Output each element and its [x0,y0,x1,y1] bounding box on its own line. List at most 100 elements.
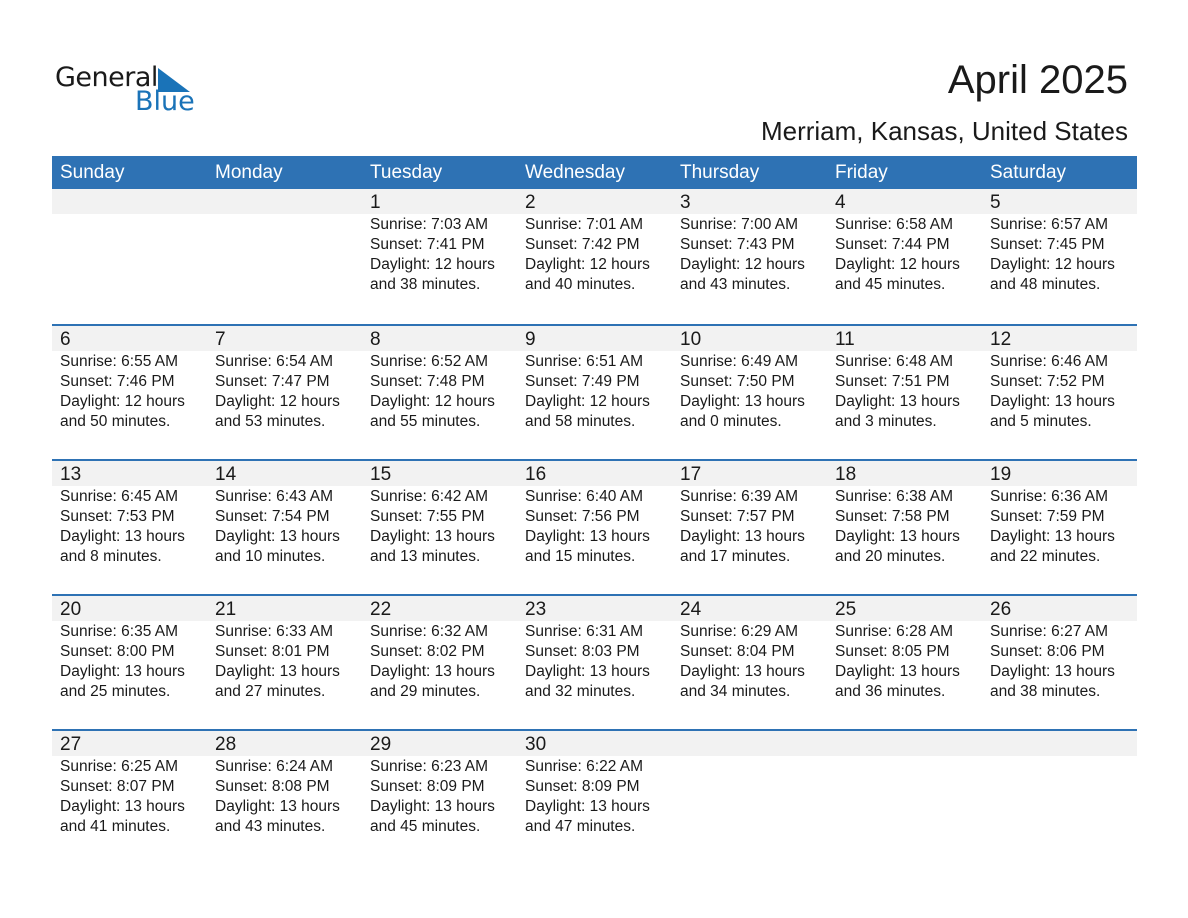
weekday-saturday: Saturday [990,162,1067,183]
empty-day-cell [207,189,362,324]
daylight-hours: Daylight: 13 hours [370,528,495,545]
sunrise-time: Sunrise: 6:38 AM [835,488,954,505]
sunrise-time: Sunrise: 7:03 AM [370,216,489,233]
day-cell: 16 Sunrise: 6:40 AM Sunset: 7:56 PM Dayl… [517,461,672,594]
sunrise-time: Sunrise: 6:45 AM [60,488,179,505]
week-row: 13 Sunrise: 6:45 AM Sunset: 7:53 PM Dayl… [52,459,1137,594]
daylight-hours: Daylight: 13 hours [525,798,650,815]
daylight-hours: Daylight: 13 hours [370,663,495,680]
daylight-minutes: and 22 minutes. [990,548,1101,565]
sunrise-time: Sunrise: 6:40 AM [525,488,644,505]
day-number: 14 [215,464,237,485]
day-cell: 1 Sunrise: 7:03 AM Sunset: 7:41 PM Dayli… [362,189,517,324]
day-cell: 8 Sunrise: 6:52 AM Sunset: 7:48 PM Dayli… [362,326,517,459]
sunrise-time: Sunrise: 6:28 AM [835,623,954,640]
day-cell: 4 Sunrise: 6:58 AM Sunset: 7:44 PM Dayli… [827,189,982,324]
daylight-minutes: and 13 minutes. [370,548,481,565]
day-cell: 30 Sunrise: 6:22 AM Sunset: 8:09 PM Dayl… [517,731,672,864]
daylight-hours: Daylight: 13 hours [215,663,340,680]
daylight-hours: Daylight: 13 hours [370,798,495,815]
sunrise-time: Sunrise: 6:39 AM [680,488,799,505]
daylight-hours: Daylight: 12 hours [680,256,805,273]
sunrise-time: Sunrise: 6:31 AM [525,623,644,640]
daylight-hours: Daylight: 13 hours [990,393,1115,410]
sunrise-time: Sunrise: 6:54 AM [215,353,334,370]
day-cell: 9 Sunrise: 6:51 AM Sunset: 7:49 PM Dayli… [517,326,672,459]
daylight-hours: Daylight: 13 hours [215,798,340,815]
day-number: 27 [60,734,82,755]
sunset-time: Sunset: 7:58 PM [835,508,950,525]
daylight-hours: Daylight: 12 hours [525,393,650,410]
day-cell: 19 Sunrise: 6:36 AM Sunset: 7:59 PM Dayl… [982,461,1137,594]
sunset-time: Sunset: 7:52 PM [990,373,1105,390]
daylight-minutes: and 34 minutes. [680,683,791,700]
sunset-time: Sunset: 7:56 PM [525,508,640,525]
empty-day-cell [672,731,827,864]
sunset-time: Sunset: 8:09 PM [370,778,485,795]
sunset-time: Sunset: 7:57 PM [680,508,795,525]
day-number: 8 [370,329,381,350]
sunrise-time: Sunrise: 6:58 AM [835,216,954,233]
sunrise-time: Sunrise: 6:29 AM [680,623,799,640]
empty-day-cell [827,731,982,864]
sunset-time: Sunset: 7:42 PM [525,236,640,253]
day-number: 24 [680,599,702,620]
day-cell: 15 Sunrise: 6:42 AM Sunset: 7:55 PM Dayl… [362,461,517,594]
sunrise-time: Sunrise: 6:49 AM [680,353,799,370]
daylight-minutes: and 29 minutes. [370,683,481,700]
daylight-hours: Daylight: 13 hours [525,528,650,545]
sunrise-time: Sunrise: 6:36 AM [990,488,1109,505]
sunrise-time: Sunrise: 6:57 AM [990,216,1109,233]
day-number: 25 [835,599,857,620]
daylight-minutes: and 40 minutes. [525,276,636,293]
sunset-time: Sunset: 7:55 PM [370,508,485,525]
daylight-minutes: and 0 minutes. [680,413,782,430]
daylight-hours: Daylight: 12 hours [370,393,495,410]
daylight-minutes: and 43 minutes. [215,818,326,835]
day-number: 1 [370,192,381,213]
daylight-hours: Daylight: 13 hours [60,663,185,680]
daylight-hours: Daylight: 12 hours [990,256,1115,273]
day-cell: 13 Sunrise: 6:45 AM Sunset: 7:53 PM Dayl… [52,461,207,594]
calendar: Sunday Monday Tuesday Wednesday Thursday Frid… [52,156,1137,864]
sunrise-time: Sunrise: 6:52 AM [370,353,489,370]
day-number: 9 [525,329,536,350]
sunset-time: Sunset: 7:54 PM [215,508,330,525]
sunset-time: Sunset: 8:02 PM [370,643,485,660]
weekday-monday: Monday [215,162,283,183]
sunrise-time: Sunrise: 6:24 AM [215,758,334,775]
sunrise-time: Sunrise: 6:55 AM [60,353,179,370]
sunset-time: Sunset: 7:59 PM [990,508,1105,525]
day-cell: 10 Sunrise: 6:49 AM Sunset: 7:50 PM Dayl… [672,326,827,459]
daylight-hours: Daylight: 13 hours [835,393,960,410]
logo-text-general: General [55,62,158,93]
daylight-minutes: and 50 minutes. [60,413,171,430]
daylight-minutes: and 47 minutes. [525,818,636,835]
empty-day-cell [982,731,1137,864]
daylight-minutes: and 48 minutes. [990,276,1101,293]
day-cell: 26 Sunrise: 6:27 AM Sunset: 8:06 PM Dayl… [982,596,1137,729]
sunrise-time: Sunrise: 6:23 AM [370,758,489,775]
week-row: 20 Sunrise: 6:35 AM Sunset: 8:00 PM Dayl… [52,594,1137,729]
daylight-hours: Daylight: 13 hours [990,528,1115,545]
day-cell: 11 Sunrise: 6:48 AM Sunset: 7:51 PM Dayl… [827,326,982,459]
day-number: 6 [60,329,71,350]
daylight-minutes: and 38 minutes. [370,276,481,293]
daylight-hours: Daylight: 13 hours [215,528,340,545]
day-number: 30 [525,734,547,755]
daylight-minutes: and 20 minutes. [835,548,946,565]
daylight-hours: Daylight: 13 hours [680,528,805,545]
day-cell: 14 Sunrise: 6:43 AM Sunset: 7:54 PM Dayl… [207,461,362,594]
logo-triangle-icon [158,68,190,92]
day-number: 10 [680,329,702,350]
sunset-time: Sunset: 8:09 PM [525,778,640,795]
sunset-time: Sunset: 7:46 PM [60,373,175,390]
daylight-hours: Daylight: 12 hours [60,393,185,410]
day-number: 17 [680,464,702,485]
day-cell: 27 Sunrise: 6:25 AM Sunset: 8:07 PM Dayl… [52,731,207,864]
day-number: 5 [990,192,1001,213]
day-number: 16 [525,464,547,485]
sunrise-time: Sunrise: 6:48 AM [835,353,954,370]
sunset-time: Sunset: 7:48 PM [370,373,485,390]
daylight-minutes: and 36 minutes. [835,683,946,700]
